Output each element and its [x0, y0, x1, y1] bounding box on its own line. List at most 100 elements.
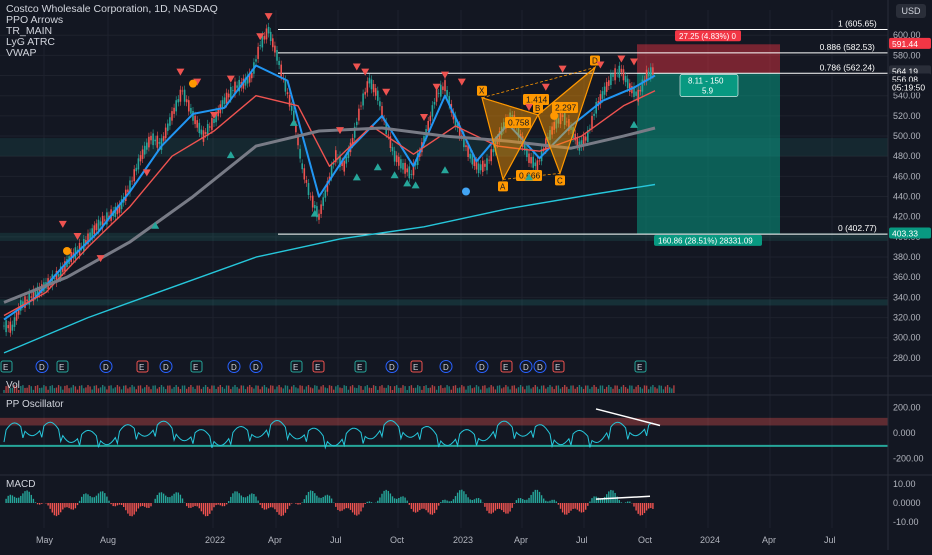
macd-histogram-bar	[253, 494, 254, 503]
candle-body	[10, 322, 12, 333]
macd-histogram-bar	[165, 496, 166, 503]
volume-bar	[161, 385, 162, 393]
macd-histogram-bar	[316, 496, 317, 503]
volume-bar	[325, 387, 326, 393]
volume-bar	[503, 387, 504, 393]
volume-bar	[52, 385, 53, 393]
pattern-point-c: C	[555, 175, 565, 185]
volume-bar	[446, 385, 447, 393]
candle-body	[432, 105, 434, 116]
candle-body	[7, 325, 9, 328]
volume-bar	[234, 385, 235, 393]
macd-histogram-bar	[495, 503, 496, 511]
dividend-marker: D	[100, 361, 112, 373]
volume-bar	[50, 386, 51, 393]
dividend-marker: D	[440, 361, 452, 373]
macd-histogram-bar	[299, 503, 300, 504]
risk-reward-value: 5.9	[702, 87, 714, 96]
candle-body	[232, 90, 234, 91]
volume-bar	[220, 385, 221, 393]
macd-histogram-bar	[383, 491, 384, 503]
volume-bar	[358, 385, 359, 393]
macd-histogram-bar	[320, 498, 321, 503]
candle-body	[224, 97, 226, 104]
candle-body	[490, 149, 492, 161]
volume-bar	[278, 385, 279, 393]
macd-histogram-bar	[493, 503, 494, 513]
macd-histogram-bar	[388, 491, 389, 503]
time-tick-label: Jul	[824, 535, 836, 545]
volume-bar	[306, 386, 307, 393]
macd-histogram-bar	[478, 498, 479, 503]
risk-reward-text: 8.11 - 150	[688, 77, 724, 86]
currency-button[interactable]: USD	[896, 4, 926, 18]
event-marker-label: D	[479, 363, 485, 372]
macd-histogram-bar	[585, 503, 586, 510]
macd-histogram-bar	[348, 503, 349, 508]
macd-histogram-bar	[5, 499, 6, 503]
pattern-ratio-label: 0.758	[508, 118, 530, 128]
macd-histogram-bar	[604, 497, 605, 503]
price-tick-label: 480.00	[893, 151, 921, 161]
sell-arrow-marker	[420, 114, 428, 121]
candle-body	[440, 85, 442, 97]
macd-histogram-bar	[579, 503, 580, 511]
macd-histogram-bar	[228, 501, 229, 503]
indicator-vwap[interactable]: VWAP	[6, 48, 218, 59]
event-marker-label: D	[443, 363, 449, 372]
candle-body	[379, 101, 381, 106]
macd-histogram-bar	[535, 490, 536, 503]
earnings-marker: E	[291, 361, 302, 372]
candle-body	[26, 300, 28, 302]
volume-bar	[314, 385, 315, 393]
candle-body	[325, 190, 327, 197]
price-tick-label: 500.00	[893, 131, 921, 141]
macd-histogram-bar	[407, 501, 408, 503]
volume-bar	[41, 388, 42, 393]
volume-bar	[159, 387, 160, 393]
volume-bar	[308, 385, 309, 393]
volume-bar	[268, 389, 269, 393]
macd-histogram-bar	[558, 503, 559, 505]
macd-tick-label: 10.00	[893, 479, 916, 489]
candle-body	[133, 169, 135, 181]
indicator-lyg-atrc[interactable]: LyG ATRC	[6, 37, 218, 48]
candle-body	[285, 80, 287, 92]
volume-bar	[163, 387, 164, 393]
macd-histogram-bar	[94, 497, 95, 503]
volume-bar	[442, 388, 443, 393]
macd-histogram-bar	[297, 503, 298, 505]
price-axis-badge-text: 403.33	[892, 229, 918, 239]
macd-histogram-bar	[247, 496, 248, 503]
time-tick-label: Oct	[390, 535, 405, 545]
volume-bar	[129, 387, 130, 393]
volume-bar	[199, 385, 200, 393]
macd-histogram-bar	[188, 503, 189, 508]
macd-histogram-bar	[310, 490, 311, 503]
support-band	[0, 299, 888, 305]
price-tick-label: 320.00	[893, 313, 921, 323]
macd-histogram-bar	[629, 502, 630, 503]
volume-bar	[533, 387, 534, 393]
volume-bar	[178, 387, 179, 393]
macd-histogram-bar	[117, 503, 118, 505]
volume-bar	[60, 386, 61, 393]
volume-bar	[192, 387, 193, 393]
oscillator-tick-label: 200.00	[893, 403, 921, 413]
candle-body	[404, 163, 406, 174]
price-tick-label: 300.00	[893, 333, 921, 343]
volume-bar	[388, 385, 389, 393]
volume-bar	[587, 385, 588, 393]
volume-bar	[98, 388, 99, 393]
candle-body	[199, 123, 201, 133]
macd-histogram-bar	[381, 494, 382, 503]
volume-bar	[239, 389, 240, 393]
ppo-peak-dot	[550, 112, 558, 120]
volume-bar	[572, 385, 573, 393]
candle-body	[308, 183, 310, 195]
volume-bar	[377, 390, 378, 393]
